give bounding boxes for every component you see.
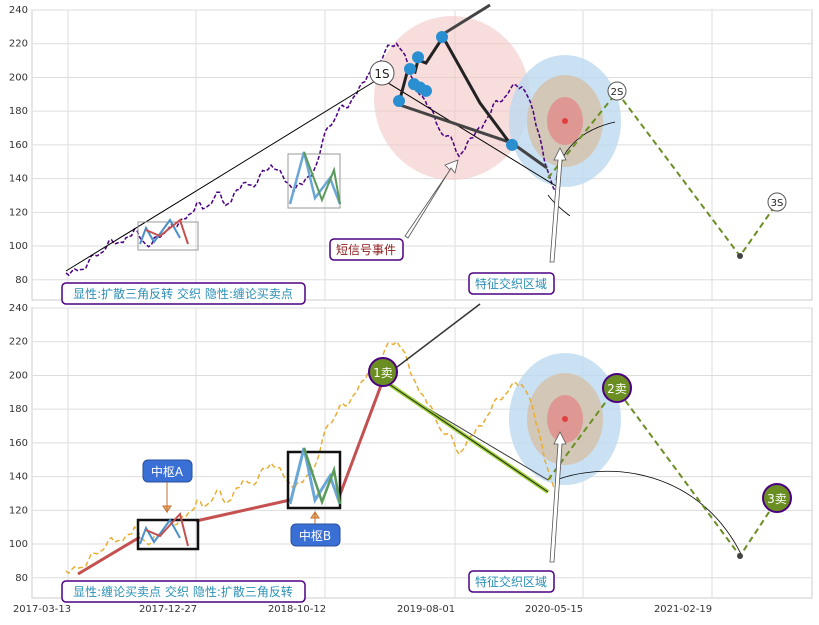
bottom-3sell-valley-dot [737, 553, 743, 559]
y-tick-label: 200 [9, 72, 28, 83]
y-tick-label: 80 [15, 275, 28, 286]
bottom-center-b-label-box: 中枢B [290, 523, 341, 547]
top-3s-label: 3S [771, 198, 784, 209]
top-zigzag-a-2 [145, 218, 189, 245]
y-tick-label: 220 [9, 39, 28, 50]
top-grid [32, 9, 812, 300]
bottom-1sell-label: 1卖 [373, 366, 393, 380]
bottom-price-series [65, 340, 557, 575]
bottom-center-box-b [286, 450, 342, 510]
y-tick-label: 80 [15, 573, 28, 584]
x-tick-label: 2019-08-01 [397, 604, 455, 615]
bottom-2sell-badge: 2卖 [602, 373, 632, 403]
bottom-center-b-arrow [310, 510, 320, 524]
bottom-center-b-label: 中枢B [299, 528, 331, 543]
top-signal-label: 短信号事件 [336, 243, 396, 257]
bottom-center-a-label-box: 中枢A [142, 459, 193, 483]
y-tick-label: 180 [9, 404, 28, 415]
red-feature-dot [562, 118, 568, 124]
bottom-center-box-a [136, 518, 200, 551]
y-tick-label: 220 [9, 337, 28, 348]
top-legend-box: 显性:扩散三角反转 交织 隐性:缠论买卖点 [61, 282, 306, 305]
bottom-center-a-arrow [162, 482, 172, 514]
blue-dot [404, 63, 416, 76]
top-feature-label: 特征交织区域 [475, 276, 547, 291]
blue-dot [436, 30, 448, 43]
top-zigzag-b-2 [303, 151, 341, 205]
y-tick-label: 140 [9, 472, 28, 483]
red-feature-dot-bottom [562, 416, 568, 422]
x-tick-label: 2017-03-13 [13, 604, 71, 615]
bottom-zigzag-b-1 [288, 447, 342, 505]
x-tick-label: 2021-02-19 [654, 604, 712, 615]
bottom-legend-box: 显性:缠论买卖点 交织 隐性:扩散三角反转 [61, 580, 306, 603]
x-tick-label: 2020-05-15 [525, 604, 583, 615]
y-tick-label: 180 [9, 106, 28, 117]
top-green-dashed-path [547, 90, 778, 258]
top-signal-label-box: 短信号事件 [329, 238, 404, 261]
blue-dot [506, 138, 518, 151]
y-tick-label: 100 [9, 241, 28, 252]
y-tick-label: 200 [9, 370, 28, 381]
bottom-2sell-label: 2卖 [607, 382, 627, 396]
y-tick-label: 160 [9, 140, 28, 151]
blue-dot [412, 51, 424, 64]
top-y-ticks: 80 100 120 140 160 180 200 220 240 [9, 5, 28, 286]
bottom-zigzag-b-2 [302, 447, 342, 506]
top-3s-valley-dot [737, 253, 743, 259]
y-tick-label: 240 [9, 303, 28, 314]
bottom-center-a-label: 中枢A [151, 464, 184, 479]
y-tick-label: 120 [9, 207, 28, 218]
y-tick-label: 160 [9, 438, 28, 449]
top-feature-label-box: 特征交织区域 [468, 272, 555, 295]
y-tick-label: 140 [9, 174, 28, 185]
y-tick-label: 100 [9, 539, 28, 550]
bottom-feature-label-box: 特征交织区域 [468, 570, 555, 593]
bottom-trend-up-1 [77, 535, 141, 576]
y-tick-label: 240 [9, 5, 28, 16]
top-1s-label: 1S [374, 67, 389, 81]
top-feature-arrow [549, 147, 567, 263]
top-trendline-2 [379, 77, 557, 187]
x-tick-label: 2017-12-27 [139, 604, 197, 615]
top-blue-dots [393, 30, 518, 151]
bottom-feature-arrow [549, 431, 567, 563]
top-dark-channel-2 [439, 3, 491, 38]
blue-dot [420, 84, 432, 97]
bottom-black-band [385, 381, 549, 493]
bottom-trend-up-3 [336, 371, 388, 501]
bottom-feature-label: 特征交织区域 [475, 574, 547, 589]
top-1s-badge: 1S [369, 60, 395, 86]
bottom-panel [31, 307, 813, 599]
bottom-x-ticks: 2017-03-13 2017-12-27 2018-10-12 2019-08-01… [13, 604, 712, 615]
bottom-trend-up-2 [195, 498, 291, 523]
top-2s-label: 2S [611, 87, 624, 98]
bottom-1sell-badge: 1卖 [368, 357, 398, 387]
top-curve-2 [547, 194, 571, 217]
bottom-zigzag-a-2 [145, 511, 189, 547]
bottom-zigzag-a-1 [139, 518, 181, 545]
bottom-3sell-label: 3卖 [767, 492, 787, 506]
price-line [65, 340, 557, 575]
bottom-curve [555, 470, 743, 557]
top-signal-arrow [404, 159, 459, 239]
y-tick-label: 120 [9, 505, 28, 516]
top-legend-text: 显性:扩散三角反转 交织 隐性:缠论买卖点 [73, 286, 293, 301]
bottom-3sell-badge: 3卖 [762, 483, 792, 513]
top-3s-badge: 3S [767, 192, 787, 212]
bottom-y-ticks: 80 100 120 140 160 180 200 220 240 [9, 303, 28, 584]
x-tick-label: 2018-10-12 [268, 604, 326, 615]
bottom-legend-text: 显性:缠论买卖点 交织 隐性:扩散三角反转 [73, 584, 293, 599]
top-2s-badge: 2S [607, 81, 627, 101]
top-zigzag-b-1 [288, 151, 342, 205]
top-center-box-b [287, 153, 341, 209]
blue-dot [393, 95, 405, 108]
top-trendline-1 [65, 77, 381, 272]
